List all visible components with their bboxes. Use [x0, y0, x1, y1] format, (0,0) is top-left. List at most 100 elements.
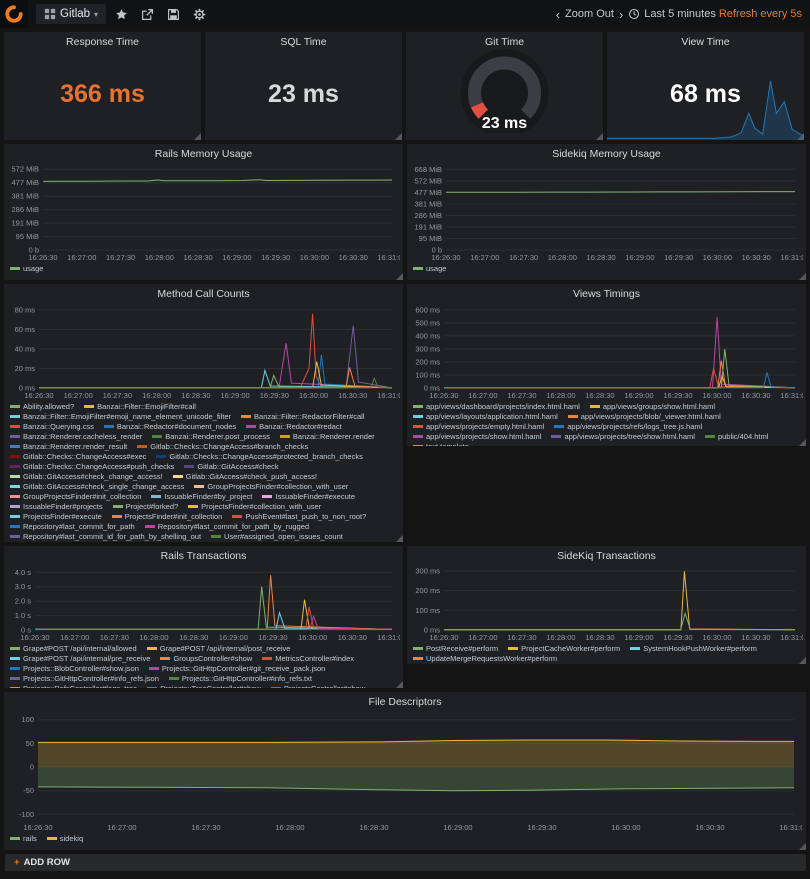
resize-handle[interactable] [194, 133, 201, 140]
legend-item[interactable]: app/views/dashboard/projects/index.html.… [413, 402, 580, 411]
resize-handle[interactable] [799, 657, 806, 664]
save-button[interactable] [162, 8, 184, 21]
legend-item[interactable]: Repository#last_commit_for_path [10, 522, 135, 531]
legend-item[interactable]: Banzai::Querying.css [10, 422, 94, 431]
legend-item[interactable]: ProjectsFinder#collection_with_user [188, 502, 321, 511]
refresh-button[interactable]: Refresh every 5s [718, 8, 802, 20]
legend-item[interactable]: Projects::GitHttpController#info_refs.tx… [168, 674, 312, 683]
legend-item[interactable]: Banzai::Renderer.post_process [152, 432, 270, 441]
legend-item[interactable]: app/views/projects/empty.html.haml [413, 422, 544, 431]
legend-item[interactable]: User#assigned_open_issues_count [211, 532, 343, 541]
legend-item[interactable]: GroupProjectsFinder#collection_with_user [194, 482, 348, 491]
legend-item[interactable]: Repository#last_commit_id_for_path_by_sh… [10, 532, 201, 541]
method-call-counts-chart[interactable]: 0 ms 20 ms 40 ms 60 ms 80 ms 16:26:30 16:27:00… [7, 301, 400, 401]
zoom-out-button[interactable]: Zoom Out [565, 8, 614, 20]
legend-item[interactable]: Grape#POST /api/internal/pre_receive [10, 654, 150, 663]
legend-item[interactable]: IssuableFinder#by_project [151, 492, 252, 501]
legend-item[interactable]: GroupsController#show [160, 654, 252, 663]
legend-item[interactable]: IssuableFinder#projects [10, 502, 103, 511]
time-forward-button[interactable]: › [617, 8, 625, 21]
legend-item[interactable]: Gitlab::GitAccess#check [184, 462, 279, 471]
legend-item[interactable]: ProjectsFinder#init_collection [111, 512, 222, 521]
legend-item[interactable]: Banzai::Renderer.render_result [10, 442, 127, 451]
legend-item[interactable]: Banzai::Filter::RedactorFilter#call [241, 412, 364, 421]
legend-item[interactable]: app/views/layouts/application.html.haml [413, 412, 558, 421]
legend-item[interactable]: rails [10, 834, 37, 843]
legend-item[interactable]: PostReceive#perform [413, 644, 498, 653]
legend-item[interactable]: Gitlab::Checks::ChangeAccess#push_checks [10, 462, 174, 471]
rails-transactions-chart[interactable]: 0 s 1.0 s 2.0 s 3.0 s 4.0 s 16:26:30 16:27:00 1… [7, 563, 400, 643]
legend-item[interactable]: Grape#POST /api/internal/post_receive [146, 644, 290, 653]
legend-item[interactable]: Ability.allowed? [10, 402, 74, 411]
star-button[interactable] [110, 8, 132, 21]
resize-handle[interactable] [395, 133, 402, 140]
resize-handle[interactable] [396, 273, 403, 280]
legend-item[interactable]: Banzai::Renderer.render [279, 432, 375, 441]
panel-title[interactable]: View Time [681, 36, 730, 48]
legend-item[interactable]: Banzai::Filter::EmojiFilter#emoji_name_e… [10, 412, 231, 421]
legend-item[interactable]: Gitlab::Checks::ChangeAccess#branch_chec… [137, 442, 308, 451]
legend-item[interactable]: Gitlab::GitAccess#check_single_change_ac… [10, 482, 184, 491]
legend-item[interactable]: Repository#last_commit_for_path_by_rugge… [144, 522, 309, 531]
panel-title[interactable]: SQL Time [280, 36, 327, 48]
resize-handle[interactable] [797, 133, 804, 140]
legend-item[interactable]: Gitlab::Checks::ChangeAccess#protected_b… [156, 452, 363, 461]
panel-title[interactable]: File Descriptors [368, 696, 442, 708]
legend-item[interactable]: MetricsController#index [262, 654, 354, 663]
legend-item[interactable]: Projects::BlobController#show.json [10, 664, 139, 673]
panel-title[interactable]: Rails Transactions [160, 550, 247, 562]
legend-item[interactable]: app/views/projects/refs/logs_tree.js.ham… [554, 422, 702, 431]
legend-item[interactable]: SystemHookPushWorker#perform [630, 644, 757, 653]
legend-item[interactable]: Gitlab::GitAccess#check_change_access! [10, 472, 163, 481]
file-descriptors-chart[interactable]: -100 -50 0 50 100 16:26:30 16:27:00 16:27:30 16:… [8, 709, 802, 833]
rails-memory-chart[interactable]: 0 b 95 MiB 191 MiB 286 MiB 381 MiB 477 MiB 572… [7, 161, 400, 263]
panel-title[interactable]: Sidekiq Memory Usage [552, 148, 661, 160]
legend-item[interactable]: IssuableFinder#execute [262, 492, 355, 501]
legend-item[interactable]: ProjectsController#show [270, 684, 365, 688]
legend-item[interactable]: UpdateMergeRequestsWorker#perform [413, 654, 557, 663]
legend-item[interactable]: Banzai::Renderer.cacheless_render [10, 432, 142, 441]
legend-item[interactable]: app/views/projects/blob/_viewer.html.ham… [567, 412, 721, 421]
legend-item[interactable]: sidekiq [46, 834, 83, 843]
legend-item[interactable]: text template [413, 442, 469, 446]
share-button[interactable] [136, 8, 158, 21]
legend-item[interactable]: GroupProjectsFinder#init_collection [10, 492, 141, 501]
sidekiq-transactions-chart[interactable]: 0 ms 100 ms 200 ms 300 ms 16:26:30 16:27:00 16… [410, 563, 803, 643]
legend-item[interactable]: Banzai::Redactor#document_nodes [103, 422, 236, 431]
legend-item[interactable]: usage [413, 264, 446, 273]
add-row-button[interactable]: + ADD ROW [5, 854, 806, 871]
settings-button[interactable] [188, 8, 210, 21]
legend-item[interactable]: Gitlab::GitAccess#check_push_access! [172, 472, 317, 481]
resize-handle[interactable] [799, 843, 806, 850]
panel-title[interactable]: Method Call Counts [157, 288, 250, 300]
legend-item[interactable]: Grape#POST /api/internal/allowed [10, 644, 137, 653]
time-range-button[interactable]: Last 5 minutes [628, 8, 716, 20]
legend-item[interactable]: Project#forked? [112, 502, 178, 511]
panel-title[interactable]: Views Timings [573, 288, 640, 300]
legend-item[interactable]: app/views/projects/tree/show.html.haml [551, 432, 695, 441]
legend-item[interactable]: Projects::RefsController#logs_tree [10, 684, 137, 688]
legend-item[interactable]: ProjectsFinder#execute [10, 512, 102, 521]
resize-handle[interactable] [396, 535, 403, 542]
legend-item[interactable]: PushEvent#last_push_to_non_root? [232, 512, 366, 521]
resize-handle[interactable] [799, 439, 806, 446]
panel-title[interactable]: Response Time [66, 36, 139, 48]
legend-item[interactable]: Gitlab::Checks::ChangeAccess#exec [10, 452, 146, 461]
resize-handle[interactable] [596, 133, 603, 140]
legend-item[interactable]: app/views/projects/show.html.haml [413, 432, 541, 441]
legend-item[interactable]: Projects::GitHttpController#git_receive_… [148, 664, 325, 673]
resize-handle[interactable] [799, 273, 806, 280]
dashboard-picker[interactable]: Gitlab ▾ [36, 4, 107, 24]
legend-item[interactable]: Projects::GitHttpController#info_refs.js… [10, 674, 159, 683]
panel-title[interactable]: Git Time [484, 36, 525, 48]
legend-item[interactable]: public/404.html [704, 432, 768, 441]
resize-handle[interactable] [396, 681, 403, 688]
sidekiq-memory-chart[interactable]: 0 b 95 MiB 191 MiB 286 MiB 381 MiB 477 MiB 572… [410, 161, 803, 263]
legend-item[interactable]: usage [10, 264, 43, 273]
views-timings-chart[interactable]: 0 ms 100 ms 200 ms 300 ms 400 ms 500 ms 600 ms… [410, 301, 803, 401]
legend-item[interactable]: Banzai::Filter::EmojiFilter#call [84, 402, 196, 411]
panel-title[interactable]: Rails Memory Usage [154, 148, 253, 160]
time-back-button[interactable]: ‹ [554, 8, 562, 21]
legend-item[interactable]: app/views/groups/show.html.haml [589, 402, 715, 411]
legend-item[interactable]: ProjectCacheWorker#perform [508, 644, 620, 653]
